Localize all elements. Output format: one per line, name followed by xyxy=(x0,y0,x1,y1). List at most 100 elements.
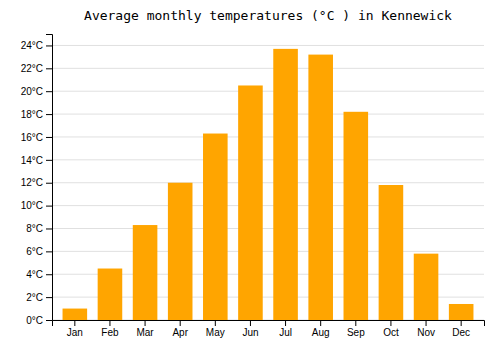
y-tick-label: 24°C xyxy=(21,40,43,51)
bar xyxy=(344,112,369,320)
grid-line xyxy=(52,136,484,137)
x-tick: Oct xyxy=(383,320,399,338)
bar xyxy=(379,185,404,320)
plot: 0°C 2°C 4°C 6°C 8°C 10°C 12°C 14°C 16°C 18°C 20°C 2… xyxy=(21,35,485,339)
x-tick: Feb xyxy=(101,320,119,338)
y-tick-mark xyxy=(46,45,52,46)
y-tick-label: 14°C xyxy=(21,155,43,166)
x-tick: Jul xyxy=(279,320,292,338)
grid-line xyxy=(52,182,484,183)
y-tick-mark xyxy=(46,91,52,92)
y-tick-label: 2°C xyxy=(26,292,43,303)
x-tick-label: Dec xyxy=(452,327,470,338)
grid-line xyxy=(52,91,484,92)
x-tick-mark xyxy=(355,320,356,326)
y-tick: 16°C xyxy=(21,132,52,143)
y-tick-mark xyxy=(46,320,52,321)
y-tick: 22°C xyxy=(21,63,52,74)
y-tick-mark xyxy=(46,251,52,252)
grid-line xyxy=(52,114,484,115)
x-tick-label: Sep xyxy=(347,327,365,338)
x-tick: Jan xyxy=(67,320,83,338)
grid-line xyxy=(52,45,484,46)
x-axis: Jan Feb Mar Apr May Jun Jul Aug Sep Oct Nov Dec xyxy=(53,320,485,338)
bar xyxy=(414,254,439,320)
chart: 0°C 2°C 4°C 6°C 8°C 10°C 12°C 14°C 16°C 18°C 20°C 2… xyxy=(0,0,500,350)
y-tick: 6°C xyxy=(26,246,52,257)
y-tick-mark xyxy=(46,137,52,138)
x-tick: Nov xyxy=(417,320,435,338)
grid-line xyxy=(52,205,484,206)
y-tick-label: 8°C xyxy=(26,223,43,234)
bar xyxy=(203,134,228,320)
y-tick: 24°C xyxy=(21,40,52,51)
grid-line xyxy=(52,228,484,229)
bar xyxy=(308,55,333,320)
x-tick-mark xyxy=(180,320,181,326)
grid-line xyxy=(52,251,484,252)
y-tick-label: 4°C xyxy=(26,269,43,280)
y-tick-mark xyxy=(46,183,52,184)
y-tick: 4°C xyxy=(26,269,52,280)
x-tick-label: Mar xyxy=(136,327,154,338)
y-tick: 18°C xyxy=(21,109,52,120)
x-tick-mark xyxy=(390,320,391,326)
y-tick-label: 0°C xyxy=(26,315,43,326)
x-tick-label: May xyxy=(206,327,225,338)
x-tick-label: Jul xyxy=(279,327,292,338)
y-tick-label: 10°C xyxy=(21,200,43,211)
y-tick-label: 12°C xyxy=(21,177,43,188)
y-tick-label: 6°C xyxy=(26,246,43,257)
x-tick-mark xyxy=(320,320,321,326)
y-tick: 14°C xyxy=(21,155,52,166)
y-tick: 0°C xyxy=(26,315,52,326)
x-tick-label: Nov xyxy=(417,327,435,338)
x-tick: May xyxy=(206,320,225,338)
bar xyxy=(168,183,193,320)
x-tick-label: Feb xyxy=(101,327,119,338)
y-tick-mark xyxy=(46,160,52,161)
y-tick: 10°C xyxy=(21,200,52,211)
bar xyxy=(133,225,158,320)
grid-line xyxy=(52,68,484,69)
x-tick-mark xyxy=(461,320,462,326)
x-tick-mark xyxy=(215,320,216,326)
x-tick-label: Apr xyxy=(172,327,188,338)
y-tick-mark xyxy=(46,206,52,207)
y-tick: 12°C xyxy=(21,177,52,188)
bar xyxy=(98,269,123,320)
bar xyxy=(63,309,88,320)
x-tick-mark xyxy=(145,320,146,326)
y-tick: 8°C xyxy=(26,223,52,234)
x-tick-label: Oct xyxy=(383,327,399,338)
y-tick: 20°C xyxy=(21,86,52,97)
y-tick-label: 22°C xyxy=(21,63,43,74)
y-axis: 0°C 2°C 4°C 6°C 8°C 10°C 12°C 14°C 16°C 18°C 20°C 2… xyxy=(21,35,53,326)
x-tick: Apr xyxy=(172,320,188,338)
y-tick-mark xyxy=(46,68,52,69)
grid-line xyxy=(52,159,484,160)
y-tick-mark xyxy=(46,274,52,275)
title: Average monthly temperatures (°C ) in Ke… xyxy=(84,8,452,23)
x-tick: Dec xyxy=(452,320,470,338)
bar xyxy=(238,85,263,320)
x-axis-line xyxy=(53,321,485,327)
x-tick-mark xyxy=(74,320,75,326)
y-tick: 2°C xyxy=(26,292,52,303)
x-tick-mark xyxy=(250,320,251,326)
x-tick: Sep xyxy=(347,320,365,338)
x-tick-mark xyxy=(426,320,427,326)
grid xyxy=(52,45,484,320)
x-tick-mark xyxy=(285,320,286,326)
x-tick-label: Jan xyxy=(67,327,83,338)
y-tick-mark xyxy=(46,228,52,229)
y-tick-label: 18°C xyxy=(21,109,43,120)
y-tick-label: 16°C xyxy=(21,132,43,143)
x-tick: Jun xyxy=(242,320,258,338)
bar xyxy=(273,49,298,320)
bars xyxy=(63,49,474,320)
x-tick-label: Aug xyxy=(312,327,330,338)
x-tick-mark xyxy=(109,320,110,326)
x-tick-label: Jun xyxy=(242,327,258,338)
y-tick-mark xyxy=(46,297,52,298)
